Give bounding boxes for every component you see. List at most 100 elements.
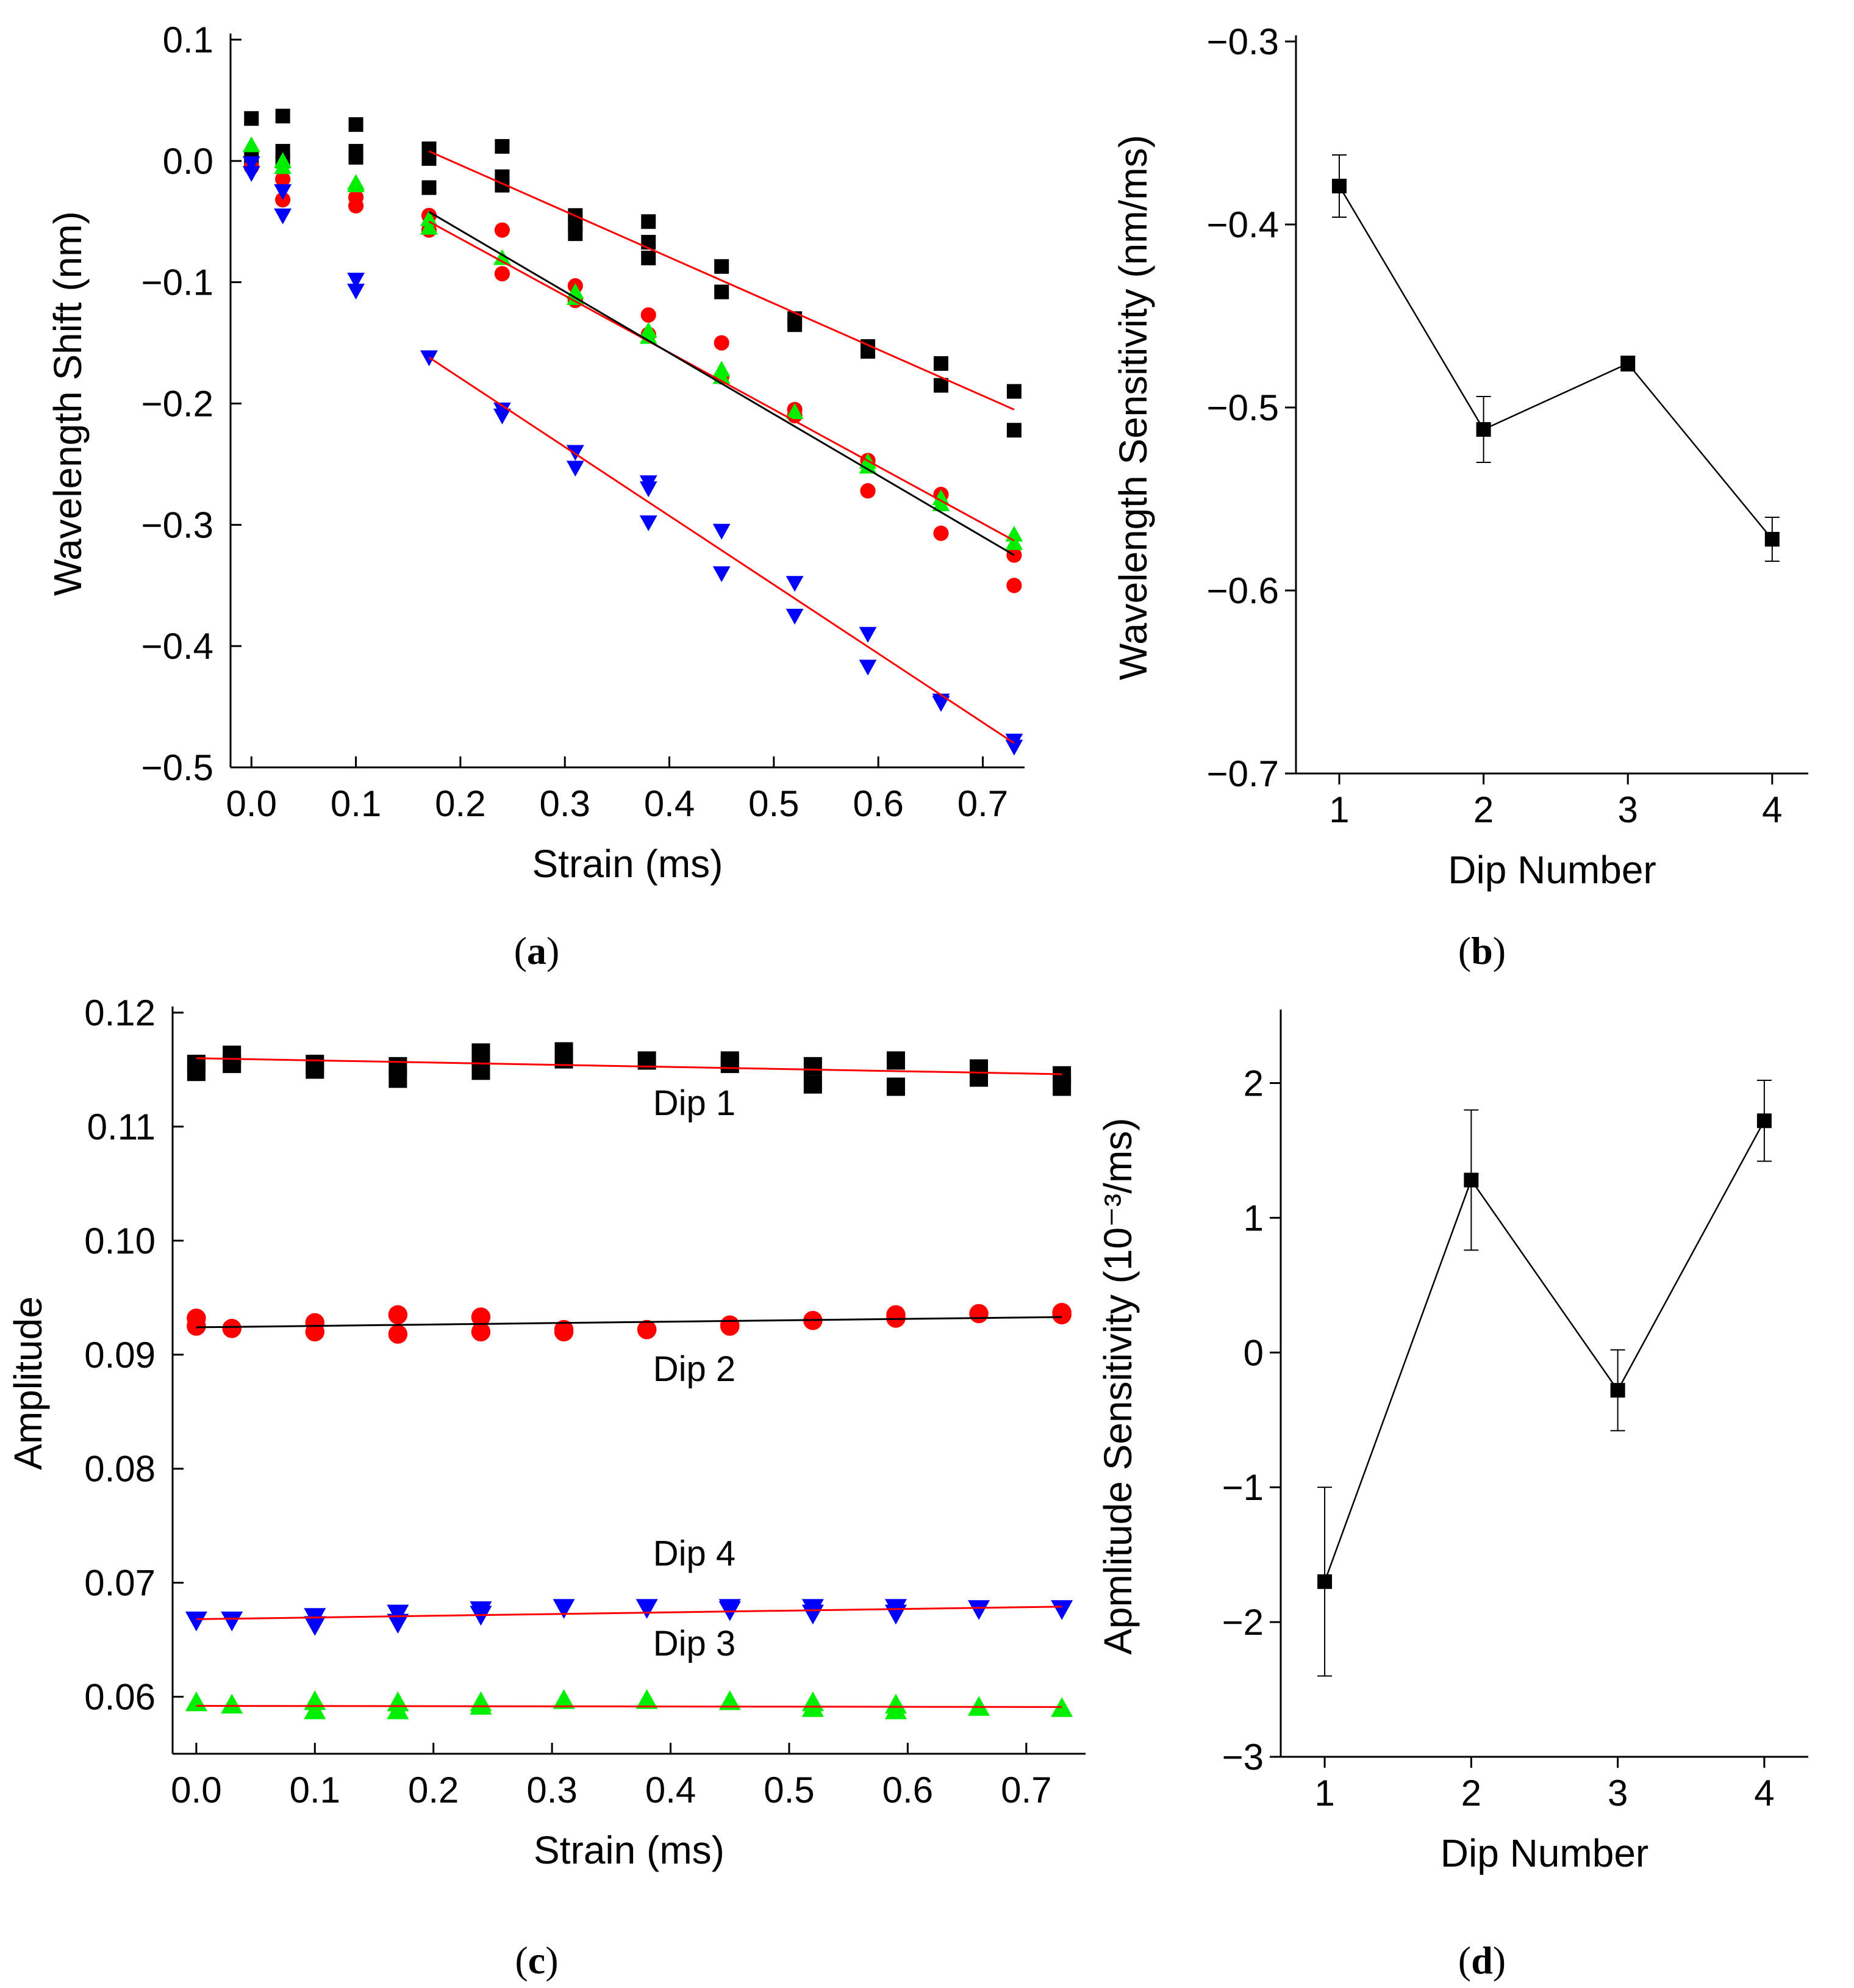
data-point-dip-1	[421, 180, 437, 195]
data-point-dip-4	[493, 408, 511, 425]
x-tick-label: 0.1	[290, 1770, 340, 1810]
x-tick-label: 2	[1473, 789, 1494, 830]
data-point-dip-3	[1051, 1697, 1073, 1717]
data-point	[1764, 532, 1780, 547]
data-point-dip-4	[712, 566, 731, 583]
y-axis-label: Wavelength Shift (nm)	[46, 211, 90, 596]
data-point	[1331, 179, 1347, 193]
data-point-dip-4	[387, 1613, 409, 1634]
data-point	[1756, 1113, 1772, 1129]
y-tick-label: 0.09	[84, 1335, 156, 1376]
data-point-dip-3	[242, 136, 260, 153]
panel-caption: (b)	[1458, 929, 1506, 972]
y-tick-label: 2	[1244, 1063, 1264, 1103]
data-point-dip-3	[274, 158, 292, 174]
fit-line-dip-1-fit	[428, 150, 1015, 411]
x-tick-label: 0.0	[171, 1770, 221, 1810]
data-point-dip-4	[553, 1599, 575, 1619]
data-point-dip-4	[968, 1600, 990, 1620]
data-point-dip-2	[640, 307, 656, 323]
data-point-dip-4	[347, 273, 365, 289]
data-point-dip-2	[275, 171, 291, 187]
x-axis-label: Strain (ms)	[534, 1828, 725, 1872]
data-point-dip-4	[884, 1604, 907, 1625]
data-point-dip-2	[714, 335, 729, 351]
data-point-dip-3	[420, 210, 438, 226]
data-point-dip-3	[185, 1691, 207, 1712]
data-point-dip-1	[495, 138, 510, 154]
y-tick-label: −3	[1222, 1737, 1264, 1778]
data-point-dip-4	[242, 156, 260, 173]
data-point-dip-4	[639, 515, 657, 531]
data-point-dip-2	[348, 198, 364, 214]
y-tick-label: −0.3	[141, 504, 213, 545]
data-point-dip-4	[786, 576, 804, 592]
fit-line-dip-3-fit	[428, 211, 1015, 556]
data-point-dip-1	[348, 149, 363, 165]
data-point-dip-1	[787, 317, 803, 332]
annotation-label: Dip 1	[653, 1083, 736, 1123]
data-point-dip-4	[635, 1599, 658, 1619]
data-point-dip-1	[306, 1060, 324, 1079]
data-point-dip-3	[1005, 534, 1023, 550]
data-point-dip-1	[803, 1057, 822, 1075]
panel-c-amplitude-chart: 0.0 0.1 0.2 0.3 0.4 0.5 0.6 0.7 0.12 0.11 0.10 0.09…	[6, 992, 1086, 1982]
y-tick-label: 0.07	[84, 1563, 156, 1604]
y-tick-label: 0.1	[163, 20, 213, 60]
data-point-dip-4	[242, 166, 260, 182]
data-point-dip-4	[274, 184, 292, 200]
y-tick-label: −0.4	[1207, 204, 1279, 245]
data-point-dip-4	[1005, 739, 1023, 756]
x-tick-label: 0.7	[957, 783, 1008, 824]
data-point-dip-4	[639, 481, 657, 498]
x-axis-label: Dip Number	[1441, 1831, 1648, 1875]
fit-line-dip-4-fit	[196, 1606, 1062, 1620]
fit-line-dip-1-fit	[196, 1057, 1062, 1075]
data-point-dip-3	[347, 176, 365, 193]
data-point-dip-1	[886, 1051, 905, 1070]
y-tick-label: −0.7	[1207, 753, 1279, 794]
y-tick-label: −0.1	[141, 262, 213, 303]
x-tick-label: 0.2	[408, 1770, 459, 1810]
x-tick-label: 2	[1461, 1773, 1481, 1814]
data-point-dip-1	[641, 250, 656, 265]
data-point-dip-3	[859, 458, 877, 474]
data-point-dip-3	[420, 218, 438, 235]
x-tick-label: 4	[1762, 789, 1782, 830]
data-point	[1620, 356, 1636, 371]
y-axis-label: Apmlitude Sensitivity (10⁻³/ms)	[1096, 1118, 1140, 1654]
data-point-dip-2	[494, 222, 510, 238]
y-tick-label: −0.3	[1207, 21, 1279, 62]
x-tick-label: 0.2	[435, 783, 485, 824]
x-tick-label: 0.4	[644, 783, 695, 824]
data-point-dip-2	[637, 1319, 657, 1340]
y-tick-label: −0.5	[1207, 387, 1279, 428]
data-point-dip-3	[553, 1689, 575, 1709]
data-point-dip-3	[221, 1693, 243, 1714]
data-point-dip-4	[304, 1616, 326, 1636]
data-point-dip-4	[859, 659, 877, 676]
annotation-label: Dip 2	[653, 1349, 736, 1389]
x-tick-label: 0.3	[539, 783, 590, 824]
data-point-dip-1	[1006, 423, 1022, 438]
data-point-dip-3	[387, 1699, 409, 1720]
x-tick-label: 0.3	[526, 1770, 577, 1810]
x-tick-label: 0.5	[764, 1770, 814, 1810]
data-point-dip-1	[275, 109, 290, 124]
y-tick-label: −1	[1222, 1467, 1264, 1508]
y-tick-label: −0.4	[141, 626, 213, 667]
data-point-dip-1	[886, 1077, 905, 1096]
x-tick-label: 0.1	[331, 783, 381, 824]
data-point-dip-3	[932, 495, 950, 512]
data-point-dip-1	[861, 344, 876, 359]
data-point-dip-1	[933, 356, 948, 371]
data-point-dip-2	[1052, 1305, 1072, 1325]
series-line	[1338, 185, 1773, 540]
panel-b-wavelength-sensitivity-chart: 1 2 3 4 −0.3 −0.4 −0.5 −0.6 −0.7 Dip Number Wavele…	[1111, 21, 1808, 972]
data-point-dip-1	[1006, 384, 1022, 399]
data-point-dip-3	[786, 403, 804, 419]
data-point-dip-3	[718, 1690, 741, 1710]
x-tick-label: 0.4	[645, 1770, 696, 1810]
y-tick-label: 0.0	[163, 141, 213, 182]
